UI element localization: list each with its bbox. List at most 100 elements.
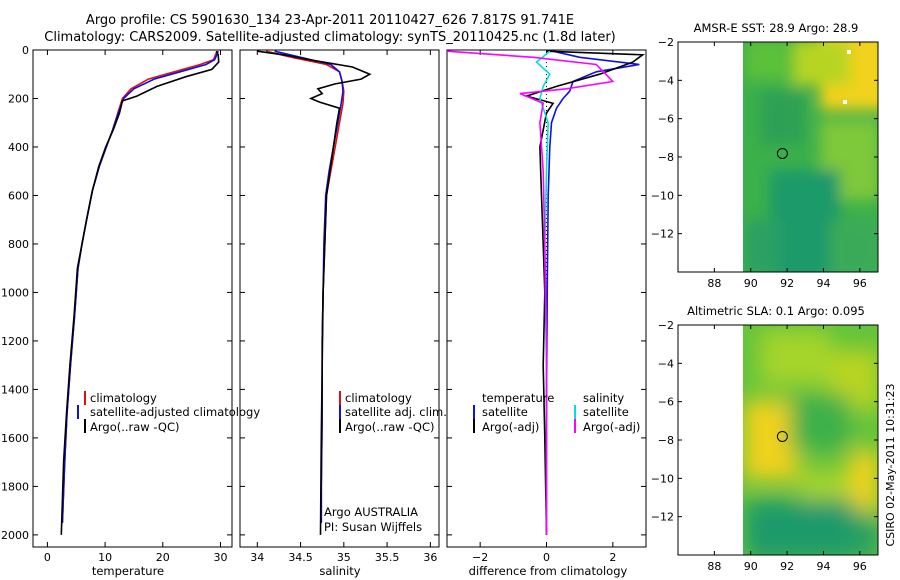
y-tick-label: 1800 [1,480,29,493]
sst-missing-pixel [843,100,847,104]
map-x-tick-label: 92 [780,560,794,573]
sla-map-field [743,325,878,555]
legend-label-satellite-adj: satellite adj. clim. [345,405,447,419]
x-tick-label: 0 [543,551,550,564]
legend-label-climatology: climatology [345,391,412,405]
sst-argo-location-marker [776,147,788,159]
map-x-tick-label: 94 [816,277,830,290]
map-x-tick-label: 90 [744,277,758,290]
sst-map-ticks: 88 90 92 94 96 −2 −4 −6 −8 −10 −12 [651,36,878,290]
sst-missing-pixel [847,50,851,54]
y-tick-label: 800 [8,238,29,251]
y-tick-label: 200 [8,92,29,105]
map-y-tick-label: −12 [651,511,674,524]
legend-label-sal-satellite: satellite [583,405,629,419]
data-centre-label: Argo AUSTRALIA [324,505,418,519]
y-tick-label: 1400 [1,383,29,396]
series-line-argo-raw-qc [60,50,220,535]
figure-title-line1: Argo profile: CS 5901630_134 23-Apr-2011… [86,13,574,28]
salinity-legend: climatology satellite adj. clim. Argo(..… [339,391,447,434]
series-line-climatology [265,50,345,523]
y-tick-label: 1200 [1,335,29,348]
sla-map-panel: Altimetric SLA: 0.1 Argo: 0.095 88 90 92 94… [651,304,879,573]
map-y-tick-label: −2 [658,319,674,332]
series-line-climatology [61,50,218,523]
x-tick-label: 10 [98,551,112,564]
temperature-legend: climatology satellite-adjusted climatolo… [77,391,260,434]
x-tick-label: 0 [44,551,51,564]
timestamp-stamp: CSIRO 02-May-2011 10:31:23 [884,383,897,546]
map-y-tick-label: −6 [658,396,674,409]
map-x-tick-label: 88 [707,560,721,573]
difference-xlabel: difference from climatology [469,564,628,578]
map-y-tick-label: −10 [651,189,674,202]
salinity-xlabel: salinity [319,564,360,578]
sla-map-title: Altimetric SLA: 0.1 Argo: 0.095 [687,304,865,318]
x-tick-label: 35.5 [375,551,400,564]
x-tick-label: 34.5 [288,551,313,564]
difference-lines [446,50,646,535]
sla-map-ticks: 88 90 92 94 96 −2 −4 −6 −8 −10 −12 [651,319,878,573]
legend-label-temp-satellite: satellite [482,405,528,419]
y-tick-label: 2000 [1,529,29,542]
x-tick-label: 34 [250,551,264,564]
map-y-tick-label: −10 [651,472,674,485]
legend-label-argo: Argo(..raw -QC) [90,420,180,434]
y-tick-label: 1600 [1,432,29,445]
x-tick-label: 36 [423,551,437,564]
x-tick-label: 2 [609,551,616,564]
temperature-xlabel: temperature [92,564,164,578]
series-line-argo-raw-qc [257,50,372,535]
map-x-tick-label: 92 [780,277,794,290]
salinity-axes-frame [239,49,440,548]
pi-label: PI: Susan Wijffels [324,520,422,534]
salinity-lines [257,50,372,535]
figure-title-line2: Climatology: CARS2009. Satellite-adjuste… [44,30,616,45]
legend-label-argo: Argo(..raw -QC) [345,420,435,434]
sst-map-title: AMSR-E SST: 28.9 Argo: 28.9 [694,21,859,35]
map-x-tick-label: 88 [707,277,721,290]
series-line-temperature-argo-adj [523,50,646,535]
y-tick-label: 1000 [1,286,29,299]
map-y-tick-label: −2 [658,36,674,49]
legend-label-temp-argo: Argo(-adj) [482,420,539,434]
difference-ticks: −2 0 2 [447,49,646,564]
map-y-tick-label: −8 [658,434,674,447]
x-tick-label: −2 [472,551,488,564]
legend-heading-salinity: salinity [583,391,624,405]
y-tick-label: 400 [8,141,29,154]
legend-heading-temperature: temperature [482,391,554,405]
map-y-tick-label: −4 [658,74,674,87]
difference-panel: −2 0 2 difference from climatology tempera… [446,49,647,578]
salinity-panel: 34 34.5 35 35.5 36 salinity climatology sate… [239,49,447,578]
map-y-tick-label: −8 [658,151,674,164]
legend-label-sal-argo: Argo(-adj) [583,420,640,434]
x-tick-label: 30 [213,551,227,564]
series-line-temperature-satellite [545,50,640,523]
map-x-tick-label: 96 [853,560,867,573]
y-tick-label: 0 [22,44,29,57]
series-line-satellite-adj-clim [274,50,344,523]
x-tick-label: 20 [156,551,170,564]
map-y-tick-label: −12 [651,228,674,241]
map-y-tick-label: −6 [658,113,674,126]
map-x-tick-label: 96 [853,277,867,290]
salinity-ticks: 34 34.5 35 35.5 36 [240,49,439,564]
legend-label-satellite-adjusted: satellite-adjusted climatology [90,405,260,419]
temperature-ticks: 0 10 20 30 0 200 400 600 800 1000 1200 1400 1600 1800… [1,44,232,564]
difference-legend: temperature satellite Argo(-adj) salinit… [473,391,640,434]
temperature-lines [60,50,220,535]
series-line-satellite-adjusted-climatology [61,50,219,523]
temperature-axes-frame [32,49,233,548]
sst-map-field [743,42,878,272]
map-x-tick-label: 94 [816,560,830,573]
legend-label-climatology: climatology [90,391,157,405]
map-x-tick-label: 90 [744,560,758,573]
map-y-tick-label: −4 [658,357,674,370]
sst-map-panel: AMSR-E SST: 28.9 Argo: 28.9 88 90 92 94 96 −2… [651,21,879,290]
sla-argo-location-marker [776,430,788,442]
temperature-panel: 0 10 20 30 0 200 400 600 800 1000 1200 1400 1600 1800… [1,44,260,578]
series-line-salinity-argo-adj [446,50,615,535]
x-tick-label: 35 [337,551,351,564]
